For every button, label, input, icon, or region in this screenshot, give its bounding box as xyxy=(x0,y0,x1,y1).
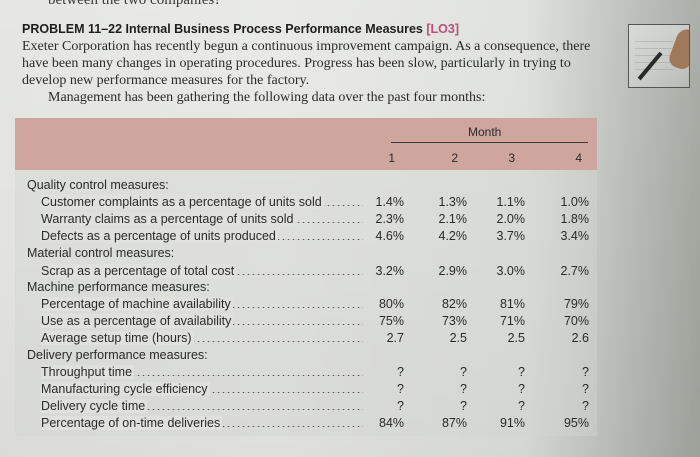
row-label: Throughput time xyxy=(41,365,363,379)
cell-month-1: 4.6% xyxy=(375,229,405,243)
column-header-month-2: 2 xyxy=(451,151,458,165)
cell-month-3: 91% xyxy=(499,416,525,430)
intro-paragraph-2: Management has been gathering the follow… xyxy=(48,90,486,105)
cell-month-3: ? xyxy=(518,399,525,413)
column-header-month-4: 4 xyxy=(575,151,582,165)
cell-month-4: 1.0% xyxy=(560,195,590,209)
cell-month-4: ? xyxy=(582,365,589,379)
month-header-rule xyxy=(391,142,588,143)
cell-month-3: 71% xyxy=(499,314,525,328)
cell-month-3: ? xyxy=(518,382,525,396)
cell-month-4: 70% xyxy=(563,314,589,328)
cell-month-4: 2.6 xyxy=(571,331,589,345)
section-header-quality: Quality control measures: xyxy=(15,178,597,194)
table-row: Use as a percentage of availability 75% … xyxy=(15,314,597,330)
cell-month-1: 1.4% xyxy=(375,195,405,209)
table-row: Throughput time ? ? ? ? xyxy=(15,365,597,381)
previous-question-fragment: between the two companies? xyxy=(48,0,221,8)
section-header-material: Material control measures: xyxy=(15,246,597,262)
performance-data-table: Month 1 2 3 4 Quality control measures: … xyxy=(15,118,597,436)
row-label: Percentage of on-time deliveries xyxy=(41,416,363,430)
cell-month-1: 2.7 xyxy=(386,331,404,345)
row-label: Defects as a percentage of units produce… xyxy=(41,229,363,243)
cell-month-3: 2.0% xyxy=(496,212,526,226)
cell-month-2: ? xyxy=(460,382,467,396)
section-header-machine: Machine performance measures: xyxy=(15,280,597,296)
cell-month-2: 4.2% xyxy=(438,229,468,243)
cell-month-1: 80% xyxy=(378,297,404,311)
cell-month-4: 95% xyxy=(563,416,589,430)
cell-month-3: 3.7% xyxy=(496,229,526,243)
row-label: Manufacturing cycle efficiency xyxy=(41,382,363,396)
section-header-delivery: Delivery performance measures: xyxy=(15,348,597,364)
cell-month-3: 1.1% xyxy=(496,195,526,209)
table-row: Average setup time (hours) 2.7 2.5 2.5 2… xyxy=(15,331,597,347)
row-label: Warranty claims as a percentage of units… xyxy=(41,212,363,226)
intro-paragraph-1: Exeter Corporation has recently begun a … xyxy=(22,39,591,88)
cell-month-2: ? xyxy=(460,365,467,379)
column-header-month-1: 1 xyxy=(388,151,395,165)
cell-month-3: ? xyxy=(518,365,525,379)
cell-month-2: ? xyxy=(460,399,467,413)
row-label: Customer complaints as a percentage of u… xyxy=(41,195,363,209)
problem-title: PROBLEM 11–22 Internal Business Process … xyxy=(22,22,459,36)
learning-objective-tag: [LO3] xyxy=(426,22,459,36)
cell-month-1: ? xyxy=(397,382,404,396)
cell-month-2: 2.1% xyxy=(438,212,468,226)
row-label: Scrap as a percentage of total cost xyxy=(41,264,363,278)
cell-month-2: 2.5 xyxy=(449,331,467,345)
cell-month-2: 82% xyxy=(441,297,467,311)
cell-month-2: 87% xyxy=(441,416,467,430)
table-row: Warranty claims as a percentage of units… xyxy=(15,212,597,228)
row-label: Average setup time (hours) xyxy=(41,331,363,345)
problem-intro: Exeter Corporation has recently begun a … xyxy=(22,38,612,106)
table-row: Scrap as a percentage of total cost 3.2%… xyxy=(15,264,597,280)
cell-month-2: 1.3% xyxy=(438,195,468,209)
cell-month-1: 75% xyxy=(378,314,404,328)
section-title: Material control measures: xyxy=(27,246,175,260)
cell-month-3: 2.5 xyxy=(507,331,525,345)
row-label: Percentage of machine availability xyxy=(41,297,363,311)
table-row: Percentage of on-time deliveries 84% 87%… xyxy=(15,416,597,432)
cell-month-4: 3.4% xyxy=(560,229,590,243)
problem-title-text: PROBLEM 11–22 Internal Business Process … xyxy=(22,22,423,36)
table-row: Manufacturing cycle efficiency ? ? ? ? xyxy=(15,382,597,398)
cell-month-1: 2.3% xyxy=(375,212,405,226)
section-title: Quality control measures: xyxy=(27,178,169,192)
cell-month-4: 79% xyxy=(563,297,589,311)
month-group-header-text: Month xyxy=(468,125,502,139)
table-header-band: Month 1 2 3 4 xyxy=(15,118,597,170)
section-title: Machine performance measures: xyxy=(27,280,210,294)
cell-month-1: 84% xyxy=(378,416,404,430)
table-row: Customer complaints as a percentage of u… xyxy=(15,195,597,211)
cell-month-2: 2.9% xyxy=(438,264,468,278)
cell-month-4: ? xyxy=(582,399,589,413)
table-row: Delivery cycle time ? ? ? ? xyxy=(15,399,597,415)
cell-month-3: 81% xyxy=(499,297,525,311)
column-header-month-3: 3 xyxy=(508,151,515,165)
cell-month-1: 3.2% xyxy=(375,264,405,278)
paper-lines-graphic xyxy=(635,35,673,75)
cell-month-4: 1.8% xyxy=(560,212,590,226)
table-row: Defects as a percentage of units produce… xyxy=(15,229,597,245)
row-label: Use as a percentage of availability xyxy=(41,314,363,328)
cell-month-1: ? xyxy=(397,365,404,379)
cell-month-2: 73% xyxy=(441,314,467,328)
cell-month-4: 2.7% xyxy=(560,264,590,278)
writing-hand-pen-icon xyxy=(628,24,690,88)
cell-month-1: ? xyxy=(397,399,404,413)
section-title: Delivery performance measures: xyxy=(27,348,208,362)
cell-month-4: ? xyxy=(582,382,589,396)
row-label: Delivery cycle time xyxy=(41,399,363,413)
table-row: Percentage of machine availability 80% 8… xyxy=(15,297,597,313)
cell-month-3: 3.0% xyxy=(496,264,526,278)
